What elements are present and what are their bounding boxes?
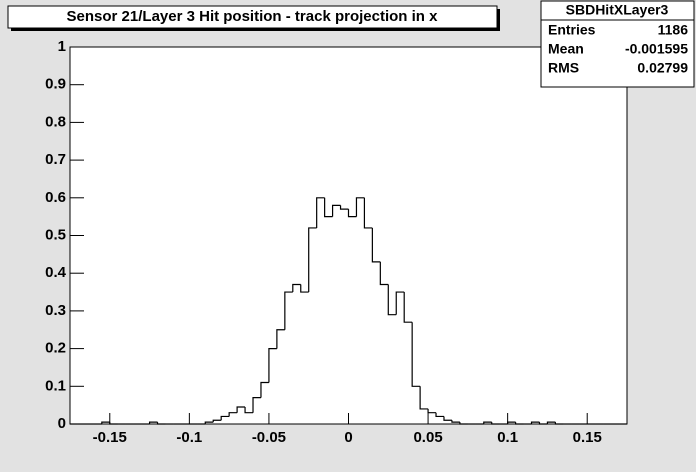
histogram-bin	[268, 348, 277, 383]
stats-value: 0.02799	[637, 60, 688, 76]
y-tick-label: 0.7	[45, 151, 66, 168]
y-tick-label: 0.4	[45, 264, 67, 281]
stats-box	[540, 0, 695, 88]
x-tick-label: 0.05	[413, 429, 442, 446]
histogram-bin	[324, 197, 333, 218]
histogram-bin	[156, 422, 166, 425]
chart-title: Sensor 21/Layer 3 Hit position - track p…	[67, 8, 439, 25]
histogram-bin	[395, 291, 405, 315]
histogram-bin	[300, 284, 309, 293]
histogram-bin	[427, 408, 437, 414]
stats-name: SBDHitXLayer3	[566, 2, 669, 18]
y-tick-label: 0.6	[45, 189, 66, 206]
histogram-bin	[212, 419, 222, 423]
histogram-bin	[308, 227, 317, 293]
histogram-bin	[459, 422, 468, 425]
title-box	[7, 5, 498, 29]
histogram-bin	[109, 422, 118, 425]
histogram-bin	[419, 386, 429, 410]
histogram-bin	[252, 397, 261, 413]
histogram-bin	[483, 421, 492, 424]
y-tick-label: 0.3	[45, 302, 66, 319]
x-tick-label: -0.15	[93, 429, 127, 446]
histogram-bin	[292, 283, 301, 293]
histogram-bin	[403, 292, 413, 323]
histogram-bin	[554, 422, 564, 425]
histogram-bin	[148, 421, 158, 424]
histogram-bin	[387, 284, 397, 316]
histogram-bin	[204, 421, 214, 424]
histogram-bin	[331, 204, 341, 217]
x-tick-label: -0.05	[252, 429, 286, 446]
y-tick-label: 0.8	[45, 113, 66, 130]
histogram-bin	[546, 421, 556, 424]
histogram-bin	[435, 412, 444, 418]
x-tick-label: 0	[344, 429, 352, 446]
histogram-bin	[260, 381, 269, 398]
histogram-bin	[355, 197, 365, 217]
histogram-bin	[530, 421, 540, 424]
stats-label: Mean	[548, 41, 584, 57]
histogram-bin	[451, 420, 460, 423]
histogram-bin	[538, 422, 548, 425]
y-tick-label: 1	[58, 38, 66, 55]
histogram-bin	[276, 329, 285, 349]
y-tick-label: 0.1	[45, 377, 66, 394]
stats-label: Entries	[548, 22, 596, 38]
x-tick-label: 0.1	[497, 429, 518, 446]
histogram-bin	[347, 209, 357, 218]
x-tick-label: 0.15	[573, 429, 602, 446]
histogram-bin	[363, 197, 373, 229]
histogram-bin	[491, 422, 500, 425]
histogram-bin	[379, 261, 389, 286]
histogram-bin	[515, 422, 524, 425]
histogram-bin	[284, 291, 293, 330]
histogram-bin	[371, 227, 381, 263]
histogram-bin	[228, 412, 238, 417]
y-tick-label: 0.5	[45, 226, 66, 243]
histogram-bin	[220, 415, 230, 421]
y-tick-label: 0.9	[45, 76, 66, 93]
y-tick-label: 0	[58, 415, 66, 432]
histogram-bin	[339, 205, 349, 210]
histogram-bin	[411, 322, 421, 387]
histogram-bin	[236, 406, 246, 413]
x-tick-label: -0.1	[176, 429, 202, 446]
histogram-bin	[316, 197, 325, 228]
histogram-bin	[443, 416, 452, 421]
histogram-bin	[244, 407, 254, 414]
stats-label: RMS	[548, 60, 579, 76]
histogram-bin	[507, 421, 516, 424]
histogram-bin	[101, 421, 110, 424]
stats-value: -0.001595	[625, 41, 688, 57]
frame	[69, 46, 628, 425]
y-tick-label: 0.2	[45, 340, 66, 357]
stats-value: 1186	[658, 22, 689, 38]
